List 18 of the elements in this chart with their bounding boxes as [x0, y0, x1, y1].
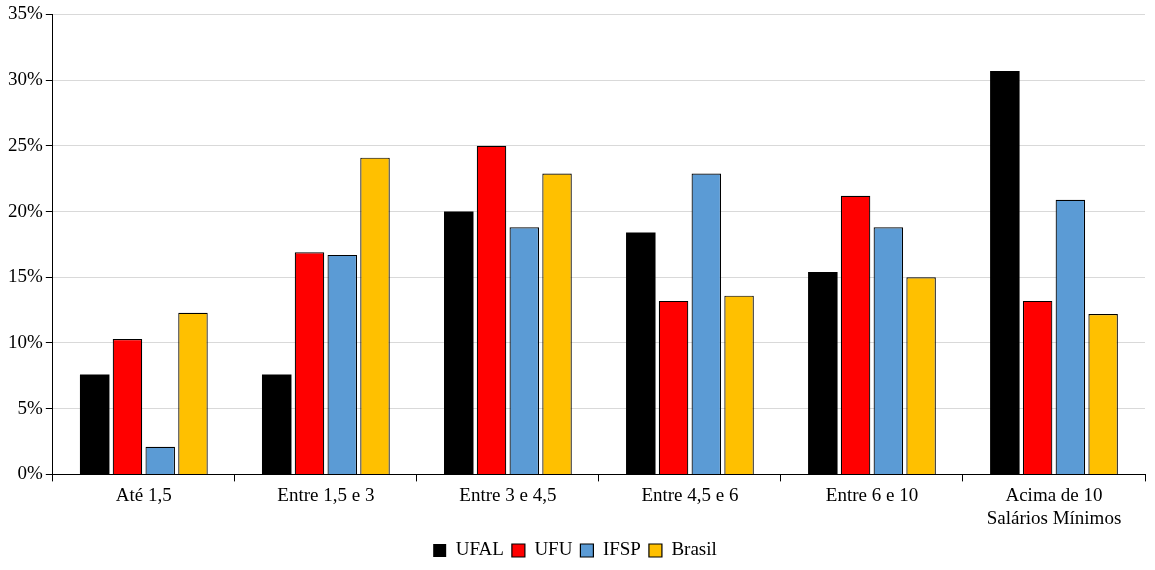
legend-label: Brasil	[671, 538, 717, 560]
y-tick-label: 5%	[17, 396, 43, 418]
y-tick-label: 0%	[17, 462, 43, 484]
y-tick-label: 15%	[8, 265, 43, 287]
x-tick-label: Entre 1,5 e 3	[277, 483, 375, 505]
x-tick-label: Entre 3 e 4,5	[459, 483, 557, 505]
y-tick-label: 30%	[8, 68, 43, 90]
legend-label: IFSP	[602, 538, 641, 560]
x-tick-label: Até 1,5	[115, 483, 172, 505]
x-tick-label: Entre 6 e 10	[825, 483, 919, 505]
y-tick-label: 10%	[8, 330, 43, 352]
legend-label: UFU	[534, 538, 573, 560]
x-tick-label: Acima de 10 Salários Mínimos	[986, 483, 1122, 528]
y-tick-label: 35%	[8, 2, 43, 24]
x-tick-label: Entre 4,5 e 6	[641, 483, 739, 505]
y-tick-label: 25%	[8, 133, 43, 155]
y-tick-label: 20%	[8, 199, 43, 221]
legend-label: UFAL	[455, 538, 504, 560]
